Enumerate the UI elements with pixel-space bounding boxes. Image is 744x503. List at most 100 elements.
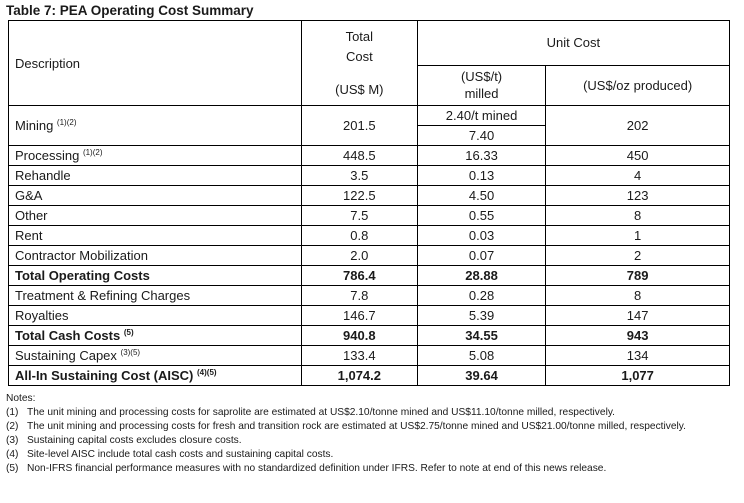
- row-footnote-ref: (3)(5): [120, 348, 141, 357]
- row-label-text: Sustaining Capex: [15, 348, 117, 363]
- header-per-tonne-line1: (US$/t): [460, 69, 503, 85]
- row-total-cost: 133.4: [300, 345, 418, 366]
- row-per-oz: 134: [545, 345, 730, 366]
- row-per-tonne: 0.28: [416, 285, 547, 306]
- header-per-tonne-line2: milled: [464, 86, 499, 102]
- row-total-cost: 3.5: [300, 165, 418, 186]
- note-text: Site-level AISC include total cash costs…: [27, 449, 334, 460]
- row-total-cost: 122.5: [300, 185, 418, 206]
- row-label-text: Rent: [15, 228, 43, 243]
- row-per-oz: 1: [545, 225, 730, 246]
- operating-cost-table: Description Total Cost (US$ M) Unit Cost…: [8, 20, 731, 386]
- note-text: Sustaining capital costs excludes closur…: [27, 435, 242, 446]
- header-total-cost-unit: (US$ M): [335, 81, 384, 97]
- table-row: Total Operating Costs 786.4 28.88 789: [8, 265, 730, 286]
- row-total-cost: 786.4: [300, 265, 418, 286]
- row-label: Rent: [8, 225, 302, 246]
- row-label: Treatment & Refining Charges: [8, 285, 302, 306]
- row-label: Other: [8, 205, 302, 226]
- row-per-tonne: 0.55: [416, 205, 547, 226]
- row-per-oz: 2: [545, 245, 730, 266]
- row-per-tonne: 5.08: [416, 345, 547, 366]
- row-label-text: Royalties: [15, 308, 69, 323]
- mining-label-text: Mining: [15, 118, 54, 133]
- notes-section: Notes: (1) The unit mining and processing…: [6, 392, 734, 476]
- row-per-oz: 789: [545, 265, 730, 286]
- row-total-cost: 146.7: [300, 305, 418, 326]
- table-row: Total Cash Costs (5) 940.8 34.55 943: [8, 325, 730, 346]
- header-total-cost: Total Cost (US$ M): [300, 20, 418, 106]
- row-per-tonne: 39.64: [416, 365, 547, 386]
- table-row: Sustaining Capex (3)(5) 133.4 5.08 134: [8, 345, 730, 366]
- row-total-cost: 7.5: [300, 205, 418, 226]
- row-per-oz: 450: [545, 145, 730, 166]
- header-total-cost-line2: Cost: [345, 48, 373, 64]
- row-label-text: Treatment & Refining Charges: [15, 288, 191, 303]
- table-row: G&A 122.5 4.50 123: [8, 185, 730, 206]
- row-label: G&A: [8, 185, 302, 206]
- note-item: (5) Non-IFRS financial performance measur…: [6, 462, 734, 476]
- mining-per-tonne-mined: 2.40/t mined: [416, 105, 547, 126]
- row-total-cost: 0.8: [300, 225, 418, 246]
- table-row: Royalties 146.7 5.39 147: [8, 305, 730, 326]
- row-per-oz: 1,077: [545, 365, 730, 386]
- row-per-oz: 123: [545, 185, 730, 206]
- note-item: (3) Sustaining capital costs excludes clo…: [6, 434, 734, 448]
- note-item: (1) The unit mining and processing costs …: [6, 406, 734, 420]
- row-per-oz: 943: [545, 325, 730, 346]
- row-per-tonne: 0.03: [416, 225, 547, 246]
- row-label-text: Total Cash Costs: [15, 328, 121, 343]
- note-number: (2): [6, 421, 19, 432]
- row-per-oz: 147: [545, 305, 730, 326]
- note-text: The unit mining and processing costs for…: [27, 407, 615, 418]
- notes-heading: Notes:: [6, 393, 36, 404]
- note-number: (5): [6, 463, 19, 474]
- table-row: Contractor Mobilization 2.0 0.07 2: [8, 245, 730, 266]
- row-label: Rehandle: [8, 165, 302, 186]
- row-footnote-ref: (5): [123, 328, 134, 337]
- row-label: Total Operating Costs: [8, 265, 302, 286]
- table-row: Treatment & Refining Charges 7.8 0.28 8: [8, 285, 730, 306]
- row-total-cost: 7.8: [300, 285, 418, 306]
- note-number: (1): [6, 407, 19, 418]
- header-description: Description: [8, 20, 302, 106]
- header-unit-cost: Unit Cost: [416, 20, 731, 66]
- header-per-tonne: (US$/t) milled: [416, 64, 547, 107]
- note-item: (4) Site-level AISC include total cash co…: [6, 448, 734, 462]
- table-row: All-In Sustaining Cost (AISC) (4)(5) 1,07…: [8, 365, 730, 386]
- table-row: Rehandle 3.5 0.13 4: [8, 165, 730, 186]
- row-per-tonne: 16.33: [416, 145, 547, 166]
- notes-list: (1) The unit mining and processing costs …: [6, 406, 734, 476]
- row-footnote-ref: (1)(2): [82, 148, 103, 157]
- row-label-text: Other: [15, 208, 48, 223]
- row-per-tonne: 34.55: [416, 325, 547, 346]
- row-label: Contractor Mobilization: [8, 245, 302, 266]
- row-per-oz: 4: [545, 165, 730, 186]
- row-per-oz: 8: [545, 285, 730, 306]
- row-label-text: Contractor Mobilization: [15, 248, 148, 263]
- row-per-tonne: 0.07: [416, 245, 547, 266]
- table-row: Processing (1)(2) 448.5 16.33 450: [8, 145, 730, 166]
- row-label: Processing (1)(2): [8, 145, 302, 166]
- row-label: Sustaining Capex (3)(5): [8, 345, 302, 366]
- mining-per-tonne-milled: 7.40: [416, 125, 547, 146]
- row-total-cost: 2.0: [300, 245, 418, 266]
- mining-footnote-ref: (1)(2): [56, 118, 77, 127]
- row-per-tonne: 0.13: [416, 165, 547, 186]
- row-total-cost: 940.8: [300, 325, 418, 346]
- row-label: All-In Sustaining Cost (AISC) (4)(5): [8, 365, 302, 386]
- row-per-tonne: 5.39: [416, 305, 547, 326]
- note-text: The unit mining and processing costs for…: [27, 421, 686, 432]
- header-per-oz: (US$/oz produced): [545, 64, 730, 107]
- note-item: (2) The unit mining and processing costs …: [6, 420, 734, 434]
- row-label-text: Total Operating Costs: [15, 268, 150, 283]
- note-number: (4): [6, 449, 19, 460]
- row-per-oz: 8: [545, 205, 730, 226]
- mining-total-cost: 201.5: [300, 105, 418, 146]
- row-label: Total Cash Costs (5): [8, 325, 302, 346]
- row-label: Royalties: [8, 305, 302, 326]
- row-label-text: Processing: [15, 148, 80, 163]
- table-row-mining: Mining (1)(2) 201.5 2.40/t mined 202: [8, 105, 730, 146]
- mining-label: Mining (1)(2): [8, 105, 302, 146]
- row-label-text: G&A: [15, 188, 43, 203]
